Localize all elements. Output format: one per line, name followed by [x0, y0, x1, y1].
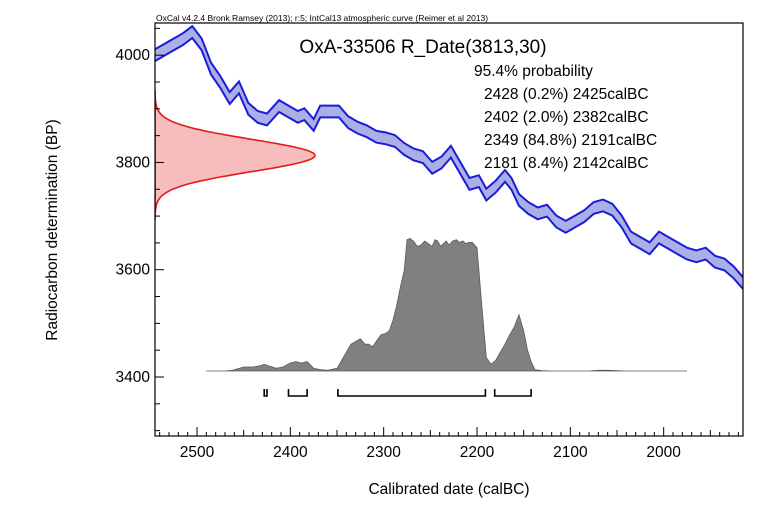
x-tick-label: 2000: [646, 444, 681, 461]
range-text: 2402 (2.0%) 2382calBC: [484, 109, 649, 126]
calibration-curve-upper: [155, 24, 743, 278]
range-text: 2181 (8.4%) 2142calBC: [484, 155, 649, 172]
y-tick-label: 3400: [116, 369, 151, 386]
y-tick-label: 4000: [116, 47, 151, 64]
range-text: 2428 (0.2%) 2425calBC: [484, 86, 649, 103]
x-tick-label: 2100: [553, 444, 588, 461]
range-bar: [263, 389, 268, 397]
radiocarbon-date-distribution: [155, 90, 316, 221]
range-bar: [287, 389, 308, 397]
chart-title: OxA-33506 R_Date(3813,30): [299, 37, 546, 58]
calibration-curve-band: [155, 26, 743, 289]
calibrated-likelihood: [206, 237, 687, 372]
range-bar: [337, 389, 487, 397]
x-tick-label: 2500: [180, 444, 215, 461]
calibration-curve-lower: [155, 36, 743, 290]
y-tick-label: 3800: [116, 154, 151, 171]
probability-label: 95.4% probability: [474, 63, 593, 80]
range-text: 2349 (84.8%) 2191calBC: [484, 132, 657, 149]
y-tick-label: 3600: [116, 262, 151, 279]
range-bar: [493, 389, 532, 397]
x-tick-label: 2400: [273, 444, 308, 461]
x-axis-label: Calibrated date (calBC): [368, 481, 529, 498]
x-tick-label: 2200: [460, 444, 495, 461]
plot-frame: [154, 22, 744, 437]
x-tick-label: 2300: [366, 444, 401, 461]
software-header: OxCal v4.2.4 Bronk Ramsey (2013); r:5; I…: [156, 13, 488, 23]
y-axis-label: Radiocarbon determination (BP): [44, 119, 61, 340]
